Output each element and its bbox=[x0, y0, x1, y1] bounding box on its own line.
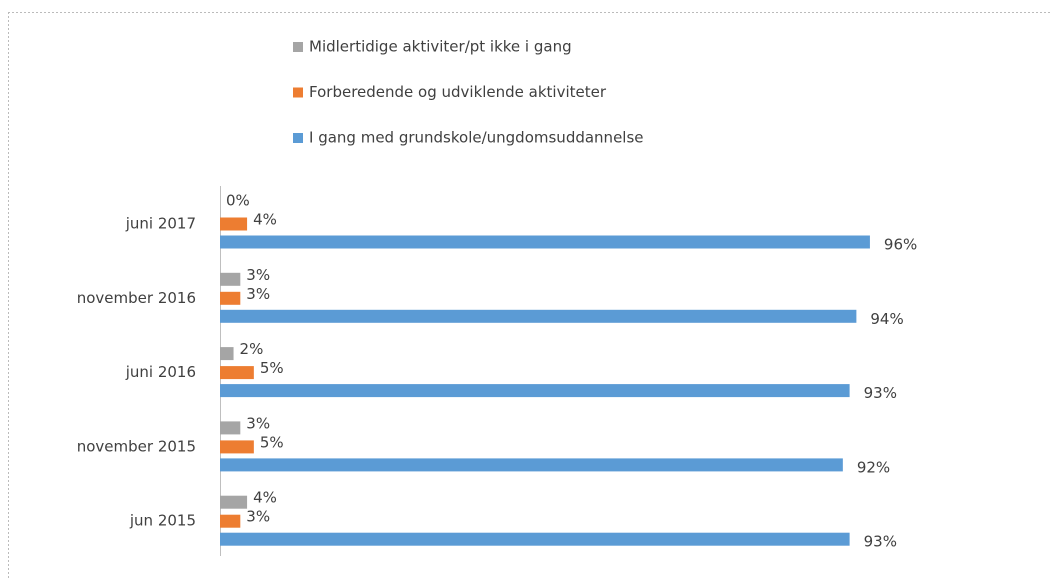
legend-swatch bbox=[293, 133, 303, 143]
bar bbox=[220, 366, 254, 380]
value-label: 94% bbox=[870, 310, 903, 328]
value-label: 4% bbox=[253, 211, 277, 229]
bar bbox=[220, 495, 248, 509]
category-label: jun 2015 bbox=[129, 512, 196, 530]
legend-label: Midlertidige aktiviter/pt ikke i gang bbox=[309, 38, 572, 56]
bar bbox=[220, 532, 850, 546]
value-label: 93% bbox=[864, 533, 897, 551]
bar bbox=[220, 291, 241, 305]
value-label: 5% bbox=[260, 433, 284, 451]
bar bbox=[220, 421, 241, 435]
bar bbox=[220, 272, 241, 286]
bar bbox=[220, 458, 843, 472]
category-label: november 2015 bbox=[77, 437, 196, 455]
legend-swatch bbox=[293, 87, 303, 98]
bar bbox=[220, 235, 870, 249]
legend-swatch bbox=[293, 42, 303, 52]
value-label: 2% bbox=[240, 340, 264, 358]
value-label: 4% bbox=[253, 489, 277, 507]
bar bbox=[220, 440, 254, 454]
bar bbox=[220, 217, 248, 231]
value-label: 92% bbox=[857, 458, 890, 476]
category-label: juni 2016 bbox=[125, 363, 196, 381]
bar bbox=[220, 514, 241, 528]
value-label: 3% bbox=[246, 266, 270, 284]
value-label: 96% bbox=[884, 236, 917, 254]
value-label: 5% bbox=[260, 359, 284, 377]
bar bbox=[220, 347, 234, 361]
legend-label: I gang med grundskole/ungdomsuddannelse bbox=[309, 129, 644, 147]
value-label: 0% bbox=[226, 192, 250, 210]
legend-label: Forberedende og udviklende aktiviteter bbox=[309, 83, 607, 101]
value-label: 93% bbox=[864, 384, 897, 402]
value-label: 3% bbox=[246, 508, 270, 526]
category-label: november 2016 bbox=[77, 289, 196, 307]
value-label: 3% bbox=[246, 285, 270, 303]
bar bbox=[220, 384, 850, 398]
category-label: juni 2017 bbox=[125, 215, 196, 233]
value-label: 3% bbox=[246, 414, 270, 432]
bar bbox=[220, 309, 857, 323]
